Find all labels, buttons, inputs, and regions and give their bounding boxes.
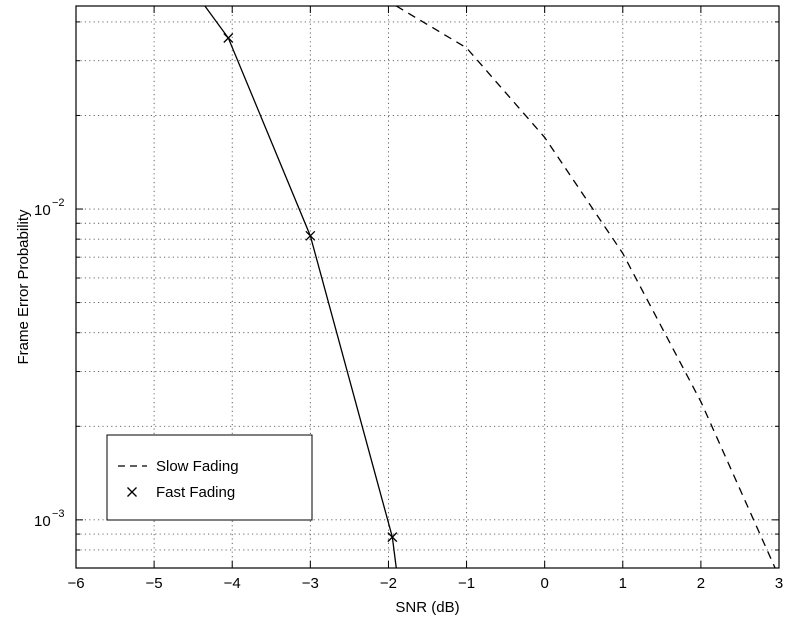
series-layer	[204, 6, 776, 568]
marker-stroke	[223, 33, 234, 43]
x-tick-label: 3	[775, 575, 783, 592]
grid	[76, 6, 779, 569]
y-tick-label-exponent: −3	[52, 508, 65, 520]
legend-box	[106, 434, 313, 521]
slow-fading-line	[395, 6, 776, 568]
x-tick-label: −1	[458, 575, 475, 592]
x-tick-label: −6	[67, 575, 84, 592]
legend-slow-fading-label: Slow Fading	[156, 458, 239, 475]
x-tick-label: 0	[540, 575, 548, 592]
tick-labels: −6 −5 −4 −3 −2 −1 0 1 2 310−210−3	[34, 197, 783, 592]
marker-stroke	[305, 230, 316, 241]
x-tick-label: −2	[380, 575, 397, 592]
x-tick-label: 2	[697, 575, 705, 592]
y-tick-label: 10	[34, 202, 51, 219]
fast-fading-marker	[305, 230, 316, 241]
marker-stroke	[387, 532, 398, 543]
legend-fast-fading-label: Fast Fading	[156, 484, 235, 501]
x-tick-label: −3	[302, 575, 319, 592]
legend-fast-fading-symbol	[127, 487, 137, 497]
x-axis-label: SNR (dB)	[395, 599, 459, 616]
y-tick-label: 10	[34, 513, 51, 530]
y-axis-label: Frame Error Probability	[15, 209, 32, 365]
legend-marker-stroke	[127, 487, 137, 497]
plot-frame	[75, 5, 780, 569]
x-tick-label: 1	[619, 575, 627, 592]
ticks	[75, 6, 780, 569]
x-tick-label: −5	[146, 575, 163, 592]
y-tick-label-exponent: −2	[52, 197, 65, 209]
fast-fading-marker	[223, 33, 234, 43]
fast-fading-marker	[387, 532, 398, 543]
legend: Slow Fading Fast Fading	[106, 434, 313, 521]
x-tick-label: −4	[224, 575, 241, 592]
